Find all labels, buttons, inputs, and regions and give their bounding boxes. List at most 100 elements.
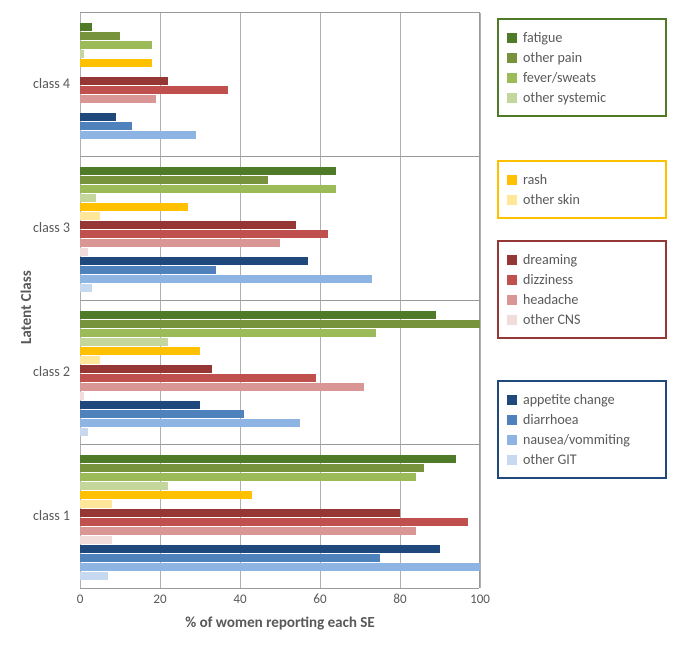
legend-box: fatigue other pain fever/sweats other syste… [497,18,667,117]
bar-appetite_change [80,545,440,553]
class-label: class 1 [0,507,70,524]
legend-label: other systemic [523,89,606,106]
legend-swatch [507,395,517,405]
bar-other_git [80,572,108,580]
bar-other_skin [80,500,112,508]
bar-rash [80,347,200,355]
class-label: class 2 [0,363,70,380]
bar-dizziness [80,230,328,238]
bar-other_git [80,428,88,436]
legend-box: rash other skin [497,160,667,219]
bar-diarrhoea [80,554,380,562]
legend-item-appetite_change: appetite change [507,391,657,408]
legend-swatch [507,255,517,265]
legend-item-other_cns: other CNS [507,311,657,328]
legend-item-other_systemic: other systemic [507,89,657,106]
legend-item-nausea_vomit: nausea/vommiting [507,431,657,448]
bar-headache [80,527,416,535]
bar-other_pain [80,320,480,328]
legend-swatch [507,295,517,305]
legend-swatch [507,73,517,83]
legend-label: rash [523,171,547,188]
bar-fever_sweats [80,185,336,193]
y-axis-label: Latent Class [18,254,36,344]
bar-other_cns [80,536,112,544]
x-tick-label: 80 [385,592,415,607]
bar-other_skin [80,212,100,220]
bar-other_cns [80,248,88,256]
bar-other_systemic [80,194,96,202]
bar-other_pain [80,32,120,40]
bar-rash [80,59,152,67]
bar-nausea_vomit [80,563,480,571]
legend-item-fever_sweats: fever/sweats [507,69,657,86]
legend-item-other_git: other GIT [507,451,657,468]
bar-other_cns [80,392,84,400]
bar-fatigue [80,311,436,319]
x-tick-label: 100 [465,592,495,607]
legend-swatch [507,315,517,325]
bar-nausea_vomit [80,275,372,283]
bar-other_pain [80,464,424,472]
bar-fatigue [80,455,456,463]
legend-label: other GIT [523,451,577,468]
legend-box: appetite change diarrhoea nausea/vommiting… [497,380,667,479]
x-tick-label: 40 [225,592,255,607]
bar-other_pain [80,176,268,184]
latent-class-bar-chart: 020406080100class 4class 3class 2class 1… [0,0,679,658]
bar-fever_sweats [80,329,376,337]
bar-dizziness [80,518,468,526]
legend-label: other pain [523,49,582,66]
legend-item-other_skin: other skin [507,191,657,208]
legend-label: other skin [523,191,580,208]
bar-fatigue [80,167,336,175]
legend-box: dreaming dizziness headache other CNS [497,240,667,339]
bar-diarrhoea [80,266,216,274]
bar-other_systemic [80,482,168,490]
bar-appetite_change [80,401,200,409]
bar-fever_sweats [80,41,152,49]
legend-item-rash: rash [507,171,657,188]
legend-item-headache: headache [507,291,657,308]
bar-diarrhoea [80,410,244,418]
bar-headache [80,383,364,391]
gridline [480,13,481,588]
class-group [80,13,479,157]
class-group [80,301,479,445]
bar-appetite_change [80,113,116,121]
bar-dizziness [80,374,316,382]
bar-other_git [80,284,92,292]
x-tick-label: 0 [65,592,95,607]
bar-headache [80,239,280,247]
bar-dreaming [80,509,400,517]
bar-other_systemic [80,50,84,58]
legend-swatch [507,195,517,205]
legend-item-other_pain: other pain [507,49,657,66]
plot-area [80,12,480,588]
bar-rash [80,203,188,211]
bar-headache [80,95,156,103]
legend-label: fatigue [523,29,562,46]
legend-label: fever/sweats [523,69,596,86]
x-tick-label: 20 [145,592,175,607]
legend-swatch [507,53,517,63]
bar-other_systemic [80,338,168,346]
bar-dreaming [80,221,296,229]
x-axis-label: % of women reporting each SE [80,614,480,632]
legend-swatch [507,455,517,465]
legend-item-fatigue: fatigue [507,29,657,46]
bar-appetite_change [80,257,308,265]
class-group [80,445,479,589]
bar-fatigue [80,23,92,31]
legend-swatch [507,415,517,425]
legend-label: appetite change [523,391,615,408]
legend-label: dreaming [523,251,577,268]
legend-swatch [507,435,517,445]
legend-label: diarrhoea [523,411,578,428]
legend-label: headache [523,291,578,308]
bar-fever_sweats [80,473,416,481]
legend-swatch [507,93,517,103]
class-label: class 4 [0,75,70,92]
legend-label: dizziness [523,271,573,288]
legend-swatch [507,33,517,43]
